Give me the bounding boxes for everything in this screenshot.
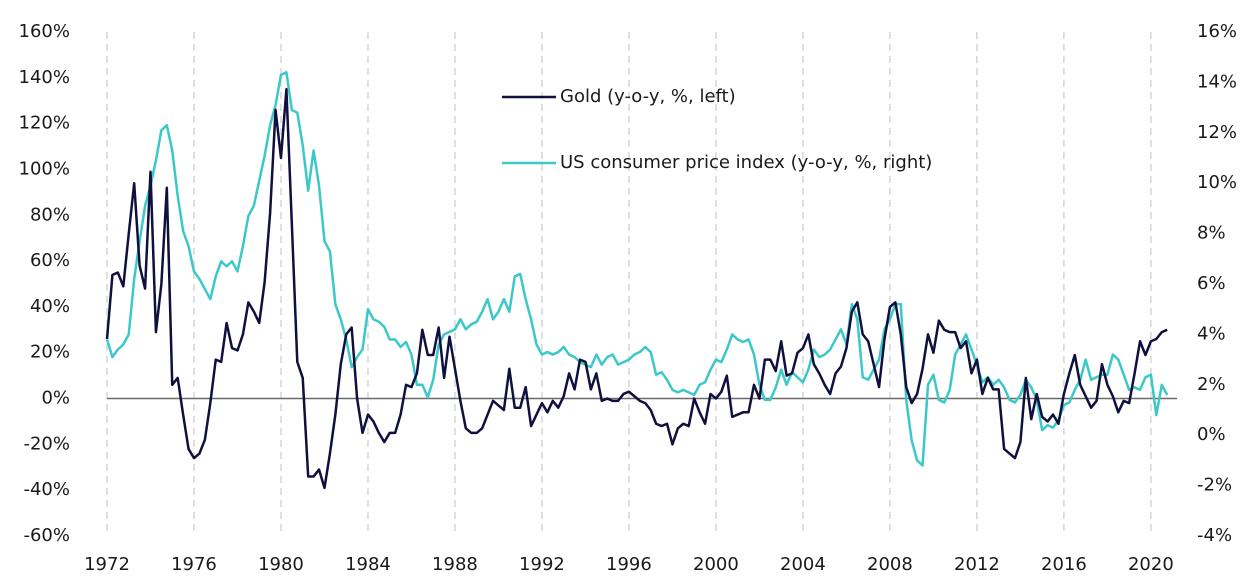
y-tick-label: 20% (30, 342, 70, 363)
y-tick-label: 140% (19, 67, 70, 88)
y-tick-label: 80% (30, 204, 70, 225)
y2-tick-label: 4% (1197, 323, 1226, 344)
y2-tick-label: -2% (1197, 475, 1232, 496)
x-tick-label: 1984 (345, 554, 391, 575)
x-tick-label: 2012 (954, 554, 1000, 575)
x-tick-label: 1980 (258, 554, 304, 575)
x-tick-label: 1972 (84, 554, 130, 575)
y-tick-label: -40% (23, 479, 70, 500)
x-tick-label: 2004 (780, 554, 826, 575)
y-tick-label: 100% (19, 158, 70, 179)
y2-tick-label: 0% (1197, 424, 1226, 445)
y2-tick-label: -4% (1197, 525, 1232, 546)
y-tick-label: 120% (19, 113, 70, 134)
x-tick-label: 1988 (432, 554, 478, 575)
y2-tick-label: 16% (1197, 21, 1237, 42)
y-tick-label: 40% (30, 296, 70, 317)
y2-tick-label: 14% (1197, 71, 1237, 92)
x-tick-label: 2000 (693, 554, 739, 575)
x-tick-label: 1992 (519, 554, 565, 575)
y-tick-label: 60% (30, 250, 70, 271)
y-tick-label: 0% (41, 388, 70, 409)
y2-tick-label: 10% (1197, 172, 1237, 193)
legend-label: Gold (y-o-y, %, left) (560, 86, 736, 107)
y-tick-label: 160% (19, 21, 70, 42)
y2-tick-label: 12% (1197, 122, 1237, 143)
x-tick-label: 2008 (867, 554, 913, 575)
y-tick-label: -60% (23, 525, 70, 546)
y2-tick-label: 6% (1197, 273, 1226, 294)
x-tick-label: 1976 (171, 554, 217, 575)
y-tick-label: -20% (23, 433, 70, 454)
y2-tick-label: 2% (1197, 374, 1226, 395)
y2-tick-label: 8% (1197, 223, 1226, 244)
x-tick-label: 1996 (606, 554, 652, 575)
x-tick-label: 2016 (1041, 554, 1087, 575)
legend-label: US consumer price index (y-o-y, %, right… (560, 152, 932, 173)
series-line (105, 88, 1168, 490)
x-tick-label: 2020 (1128, 554, 1174, 575)
